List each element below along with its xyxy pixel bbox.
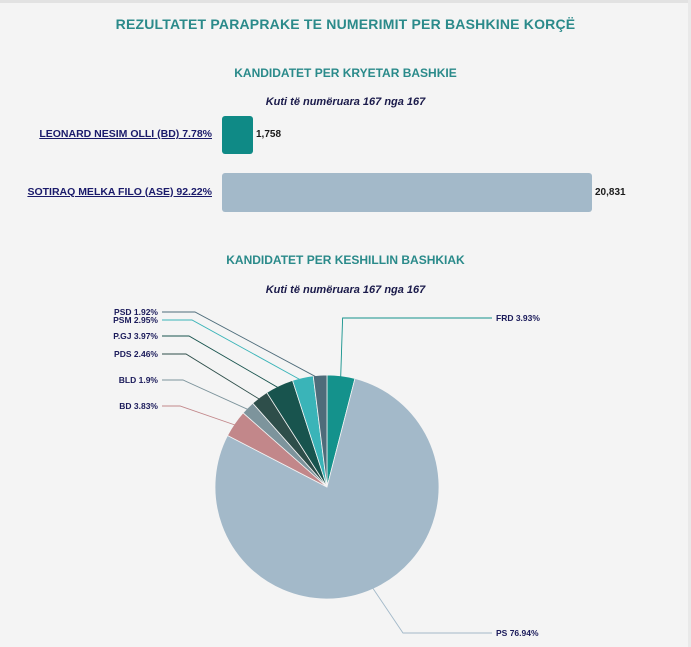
top-border (0, 0, 691, 3)
right-border (688, 0, 691, 647)
pie-leader-line (162, 353, 263, 402)
pie-leader-line (370, 585, 492, 634)
pie-leader-line (340, 317, 492, 380)
pie-slice-label: BD 3.83% (119, 401, 158, 411)
bar (222, 116, 253, 154)
pie-slice-label: PDS 2.46% (114, 349, 158, 359)
pie-slice-label: FRD 3.93% (496, 313, 540, 323)
pie-slice-label: PSD 1.92% (114, 307, 158, 317)
bar-category-label[interactable]: LEONARD NESIM OLLI (BD) 7.78% (39, 128, 212, 140)
pie-leader-line (162, 335, 282, 390)
bar-category-label[interactable]: SOTIRAQ MELKA FILO (ASE) 92.22% (27, 185, 212, 198)
pie-leader-line (162, 405, 239, 427)
pie-slice-label: PSM 2.95% (113, 315, 158, 325)
pie-slice-label: BLD 1.9% (119, 375, 159, 385)
pie-leader-line (162, 319, 304, 382)
council-section-subtitle: Kuti të numëruara 167 nga 167 (265, 284, 426, 296)
mayor-section-subtitle: Kuti të numëruara 167 nga 167 (265, 96, 426, 108)
pie-slice-label: PS 76.94% (496, 628, 539, 638)
bar-value-label: 1,758 (256, 129, 282, 140)
pie-leader-line (162, 311, 321, 380)
pie-leader-line (162, 379, 251, 412)
bar (222, 173, 592, 212)
mayor-section-title: KANDIDATET PER KRYETAR BASHKIE (234, 66, 457, 80)
council-section-title: KANDIDATET PER KESHILLIN BASHKIAK (226, 253, 465, 267)
pie-slice (214, 378, 440, 600)
pie-slice-label: P.GJ 3.97% (113, 331, 158, 341)
page-title: REZULTATET PARAPRAKE TE NUMERIMIT PER BA… (115, 16, 576, 32)
bar-value-label: 20,831 (595, 186, 626, 198)
